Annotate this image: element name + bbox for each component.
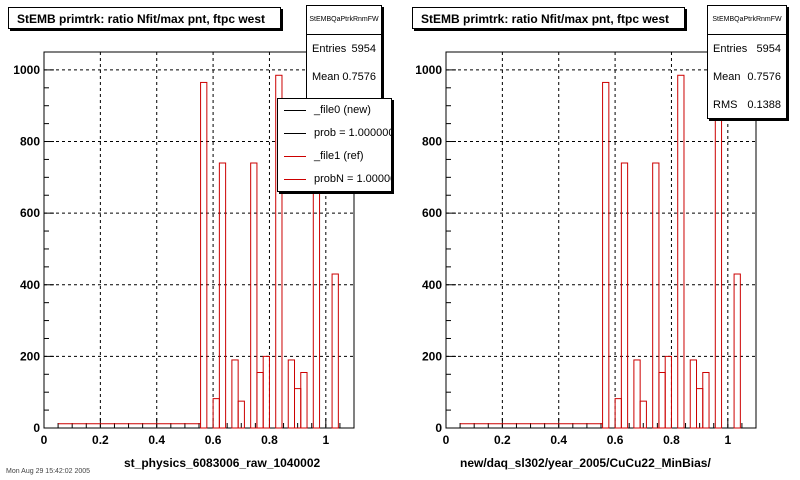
left-stats-entries-value: 5954 xyxy=(351,43,376,55)
right-histogram-plot: 0 0.2 0.4 0.6 0.8 1 0 200 400 600 800 1000 xyxy=(415,51,757,447)
legend-label-probn: probN = 1.000000 xyxy=(314,173,391,185)
chart0-series1-bar-10 xyxy=(262,355,270,429)
chart0-series1-bar-3 xyxy=(218,162,227,429)
left-stats-mean-value: 0.7576 xyxy=(342,71,376,83)
right-histogram-pad: 0 0.2 0.4 0.6 0.8 1 0 200 400 600 800 1000 StEMB pr… xyxy=(400,0,800,480)
legend-label-file1: _file1 (ref) xyxy=(314,150,364,162)
legend-swatch-prob xyxy=(284,133,306,134)
chart0-x-tick-label-1: 0.2 xyxy=(92,433,109,447)
chart0-series1-bar-8 xyxy=(250,162,258,429)
chart0-y-tick-label-1: 200 xyxy=(20,349,40,363)
chart1-y-tick-label-5: 1000 xyxy=(415,63,442,77)
chart0-x-tick-label-3: 0.6 xyxy=(205,433,222,447)
right-histogram-title: StEMB primtrk: ratio Nfit/max pnt, ftpc … xyxy=(412,7,685,29)
chart0-y-tick-label-2: 400 xyxy=(20,278,40,292)
chart0-x-tick-label-0: 0 xyxy=(41,433,48,447)
left-stats-mean-label: Mean xyxy=(312,71,340,83)
chart0-y-tick-label-4: 800 xyxy=(20,135,40,149)
legend-entry-file1: _file1 (ref) xyxy=(278,145,391,168)
chart1-y-tick-label-2: 400 xyxy=(422,278,442,292)
chart1-series0-bar-21 xyxy=(733,273,741,429)
chart0-y-tick-label-0: 0 xyxy=(33,421,40,435)
chart0-series1-bar-16 xyxy=(300,371,308,429)
right-stats-name: StEMBQaPtrkRnmFW xyxy=(708,6,786,35)
chart1-x-tick-label-1: 0.2 xyxy=(494,433,511,447)
chart0-y-tick-label-3: 600 xyxy=(20,206,40,220)
right-stats-rms-label: RMS xyxy=(713,99,738,111)
right-stats-mean-value: 0.7576 xyxy=(747,71,781,83)
chart0-series1-bar-21 xyxy=(331,273,339,429)
right-stats-box: StEMBQaPtrkRnmFW Entries 5954 Mean 0.757… xyxy=(707,5,787,119)
chart1-plot-frame xyxy=(445,51,757,429)
chart1-series0-bar-3 xyxy=(620,162,629,429)
legend-entry-file0: _file0 (new) xyxy=(278,99,391,122)
chart1-series0-bar-16 xyxy=(702,371,710,429)
left-histogram-pad: 0 0.2 0.4 0.6 0.8 1 0 200 400 600 800 1000 StEMB pr… xyxy=(8,5,392,470)
right-stats-rms-value: 0.1388 xyxy=(747,99,781,111)
chart1-y-tick-label-0: 0 xyxy=(435,421,442,435)
legend-swatch-file1 xyxy=(284,156,306,157)
legend-entry-probn: probN = 1.000000 xyxy=(278,168,391,191)
left-x-axis-label: st_physics_6083006_raw_1040002 xyxy=(124,456,321,470)
chart1-series0-bar-6 xyxy=(639,400,647,429)
chart1-x-tick-label-5: 1 xyxy=(724,433,731,447)
chart1-x-tick-label-2: 0.4 xyxy=(550,433,567,447)
chart1-series0-bar-8 xyxy=(652,162,660,429)
legend-label-prob: prob = 1.000000 xyxy=(314,127,392,139)
chart1-x-tick-label-0: 0 xyxy=(443,433,450,447)
left-legend-box: _file0 (new) prob = 1.000000 _file1 (ref… xyxy=(277,98,392,192)
chart1-series0-bar-5 xyxy=(633,359,641,429)
legend-entry-prob: prob = 1.000000 xyxy=(278,122,391,145)
chart0-x-tick-label-4: 0.8 xyxy=(261,433,278,447)
chart0-y-tick-label-5: 1000 xyxy=(13,63,40,77)
chart0-x-tick-label-5: 1 xyxy=(322,433,329,447)
right-stats-mean-label: Mean xyxy=(713,71,741,83)
legend-label-file0: _file0 (new) xyxy=(314,104,371,116)
chart1-series0-bar-0 xyxy=(602,81,610,429)
chart0-series1-bar-6 xyxy=(237,400,245,429)
left-histogram-title: StEMB primtrk: ratio Nfit/max pnt, ftpc … xyxy=(8,7,281,29)
right-stats-entries-label: Entries xyxy=(713,43,748,55)
left-stats-name: StEMBQaPtrkRnmFW xyxy=(307,6,381,35)
right-x-axis-label: new/daq_sl302/year_2005/CuCu22_MinBias/ xyxy=(460,456,711,470)
chart1-x-tick-label-3: 0.6 xyxy=(607,433,624,447)
chart0-series1-bar-12 xyxy=(275,74,283,429)
left-stats-entries-label: Entries xyxy=(312,43,347,55)
chart0-series1-bar-5 xyxy=(231,359,239,429)
chart1-y-tick-label-3: 600 xyxy=(422,206,442,220)
chart1-series0-bar-12 xyxy=(677,74,685,429)
legend-swatch-file0 xyxy=(284,110,306,111)
chart0-x-tick-label-2: 0.4 xyxy=(148,433,165,447)
footer-timestamp: Mon Aug 29 15:42:02 2005 xyxy=(6,468,91,475)
chart0-series1-bar-0 xyxy=(200,81,208,429)
legend-swatch-probn xyxy=(284,179,306,180)
chart1-series0-bar-10 xyxy=(664,355,672,429)
chart1-y-tick-label-1: 200 xyxy=(422,349,442,363)
chart1-x-tick-label-4: 0.8 xyxy=(663,433,680,447)
chart1-y-tick-label-4: 800 xyxy=(422,135,442,149)
right-stats-entries-value: 5954 xyxy=(756,43,781,55)
